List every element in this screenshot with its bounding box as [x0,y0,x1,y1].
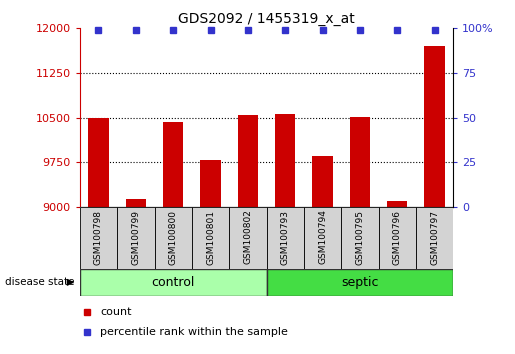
Bar [350,117,370,207]
Text: percentile rank within the sample: percentile rank within the sample [100,327,288,337]
Text: GSM100801: GSM100801 [206,210,215,264]
Bar [192,207,229,269]
Text: GSM100802: GSM100802 [244,210,252,264]
Text: count: count [100,307,132,317]
Bar [80,269,267,296]
Bar [387,201,407,207]
Text: GSM100795: GSM100795 [355,210,364,264]
Text: GSM100797: GSM100797 [430,210,439,264]
Bar [163,122,183,207]
Bar [237,115,258,207]
Bar [126,199,146,207]
Text: GSM100800: GSM100800 [169,210,178,264]
Text: GSM100794: GSM100794 [318,210,327,264]
Text: GSM100799: GSM100799 [131,210,140,264]
Text: GSM100798: GSM100798 [94,210,103,264]
Bar [200,160,221,207]
Bar [229,207,267,269]
Text: septic: septic [341,276,379,289]
Bar [154,207,192,269]
Bar [304,207,341,269]
Text: control: control [151,276,195,289]
Bar [312,156,333,207]
Bar [275,114,296,207]
Bar [424,46,445,207]
Bar [379,207,416,269]
Text: GSM100793: GSM100793 [281,210,289,264]
Bar [267,269,453,296]
Bar [267,207,304,269]
Title: GDS2092 / 1455319_x_at: GDS2092 / 1455319_x_at [178,12,355,26]
Bar [117,207,154,269]
Text: GSM100796: GSM100796 [393,210,402,264]
Bar [88,118,109,207]
Text: disease state: disease state [5,277,75,287]
Bar [416,207,453,269]
Bar [80,207,117,269]
Bar [341,207,379,269]
